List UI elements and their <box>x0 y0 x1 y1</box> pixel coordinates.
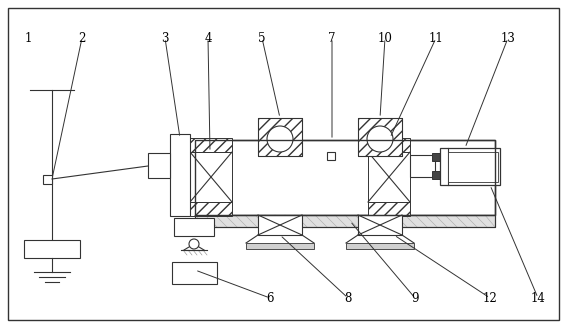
Text: 4: 4 <box>204 31 211 45</box>
Bar <box>346 243 414 249</box>
Bar <box>246 243 314 249</box>
Text: 2: 2 <box>78 31 86 45</box>
Text: 6: 6 <box>266 292 274 304</box>
Text: 12: 12 <box>483 292 497 304</box>
Bar <box>368 138 410 152</box>
Bar <box>358 215 402 235</box>
Circle shape <box>267 126 293 152</box>
Bar <box>368 152 410 202</box>
Text: 3: 3 <box>161 31 169 45</box>
Text: 1: 1 <box>24 31 32 45</box>
Bar <box>24 240 80 258</box>
Text: 14: 14 <box>531 292 545 304</box>
Bar <box>410 155 435 177</box>
Text: 9: 9 <box>411 292 419 304</box>
Bar <box>195 140 495 215</box>
Bar <box>358 118 402 156</box>
Bar <box>258 215 302 235</box>
Text: 11: 11 <box>429 31 443 45</box>
Bar <box>172 262 217 284</box>
Bar <box>327 152 335 160</box>
Text: 7: 7 <box>328 31 336 45</box>
Bar <box>258 118 302 156</box>
Bar <box>148 153 170 178</box>
Bar <box>195 215 495 227</box>
Text: 5: 5 <box>258 31 266 45</box>
Bar <box>170 134 190 216</box>
Bar <box>174 218 214 236</box>
Bar <box>432 171 440 179</box>
Circle shape <box>189 239 199 249</box>
Bar <box>190 152 232 202</box>
Bar <box>432 153 440 161</box>
Bar <box>258 118 302 156</box>
Bar <box>448 152 498 182</box>
Text: 13: 13 <box>501 31 515 45</box>
Bar <box>190 138 232 152</box>
Bar <box>358 118 402 156</box>
Bar <box>43 175 52 184</box>
Circle shape <box>367 126 393 152</box>
Text: 10: 10 <box>378 31 392 45</box>
Text: 8: 8 <box>344 292 352 304</box>
Bar <box>368 202 410 216</box>
Bar <box>195 140 495 215</box>
Bar <box>195 215 495 227</box>
Bar <box>190 202 232 216</box>
Bar <box>440 148 500 185</box>
